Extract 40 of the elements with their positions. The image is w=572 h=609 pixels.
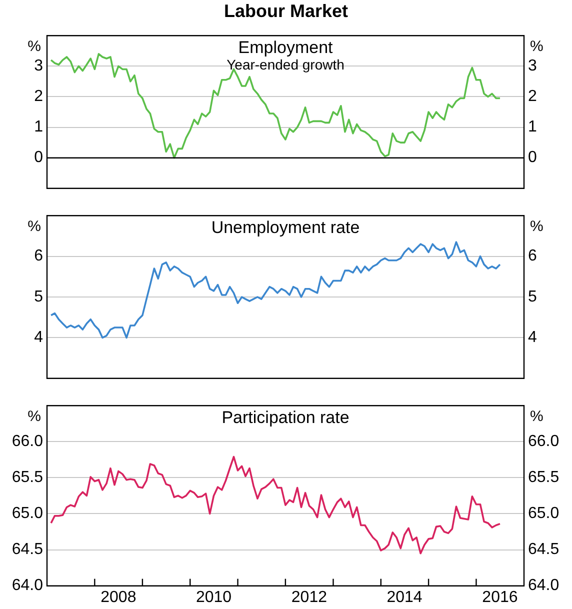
text: Year-ended growth [226,56,344,72]
y2-tick-label: 0 [528,149,537,166]
y-tick-label: 5 [34,288,44,306]
y2-axis-title: % [530,218,544,236]
chart-title: Employment [238,38,334,57]
x-tick-label: 2014 [386,588,422,606]
y-tick-label: 65.5 [12,469,44,486]
x-tick-label: 2012 [291,588,328,606]
y2-tick-label: 64.5 [528,541,560,558]
y-tick-label: 2 [34,88,44,106]
chart-title: Participation rate [222,408,350,427]
y2-tick-label: 2 [528,88,537,106]
y-axis-title: % [28,408,41,426]
y-tick-label: 0 [34,149,44,166]
y-tick-label: 4 [34,329,44,346]
y-axis-title: % [28,218,41,236]
y2-tick-label: 4 [528,329,537,346]
text: Labour Market [222,0,350,22]
y2-tick-label: 6 [528,248,537,265]
chart-title: Unemployment rate [211,218,360,237]
y-tick-label: 66.0 [12,433,44,450]
x-tick-label: 2008 [100,588,136,606]
y2-tick-label: 5 [528,288,537,306]
x-tick-label: 2010 [196,588,232,606]
y-tick-label: 3 [34,58,44,75]
y2-tick-label: 3 [528,58,537,75]
x-tick-label: 2016 [482,588,518,606]
y-tick-label: 6 [34,248,44,265]
y-tick-label: 65.0 [12,505,44,522]
y2-axis-title: % [530,38,544,56]
y2-tick-label: 66.0 [528,433,560,450]
y2-tick-label: 64.0 [528,577,560,594]
y-axis-title: % [28,38,41,56]
y-tick-label: 64.5 [12,541,44,558]
y2-tick-label: 65.0 [528,505,560,522]
y-tick-label: 64.0 [12,577,44,594]
y2-axis-title: % [530,408,544,426]
y-tick-label: 1 [34,118,44,136]
y2-tick-label: 65.5 [528,469,560,486]
y2-tick-label: 1 [528,118,537,136]
